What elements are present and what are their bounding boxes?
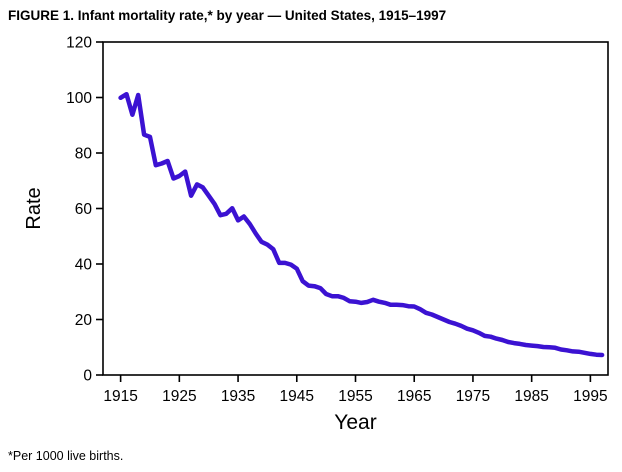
plot-frame <box>102 41 609 376</box>
y-tick-label: 100 <box>66 90 92 107</box>
y-tick-label: 60 <box>75 201 93 218</box>
x-tick-label: 1975 <box>456 388 490 405</box>
figure-title: FIGURE 1. Infant mortality rate,* by yea… <box>8 8 447 23</box>
x-tick-label: 1985 <box>514 388 548 405</box>
x-tick-label: 1945 <box>280 388 314 405</box>
x-tick-label: 1915 <box>103 388 137 405</box>
x-tick-label: 1955 <box>338 388 372 405</box>
rate-line <box>118 91 605 358</box>
y-tick-label: 0 <box>83 368 92 385</box>
x-axis-title: Year <box>334 411 376 434</box>
x-tick-label: 1965 <box>397 388 431 405</box>
x-tick-label: 1935 <box>221 388 255 405</box>
y-tick-label: 80 <box>75 146 93 163</box>
x-tick-label: 1995 <box>573 388 607 405</box>
y-tick-label: 40 <box>75 257 93 274</box>
footnote: *Per 1000 live births. <box>8 449 124 463</box>
x-tick-label: 1925 <box>162 388 196 405</box>
infant-mortality-line-chart: 0 20 40 60 80 100 120 1915 1925 1935 1945 1955 1965 1… <box>23 35 609 434</box>
y-tick-label: 20 <box>75 312 93 329</box>
chart-area: 0 20 40 60 80 100 120 1915 1925 1935 1945 1955 1965 1… <box>0 30 622 450</box>
y-axis-title: Rate <box>23 187 45 229</box>
y-tick-label: 120 <box>66 35 92 52</box>
